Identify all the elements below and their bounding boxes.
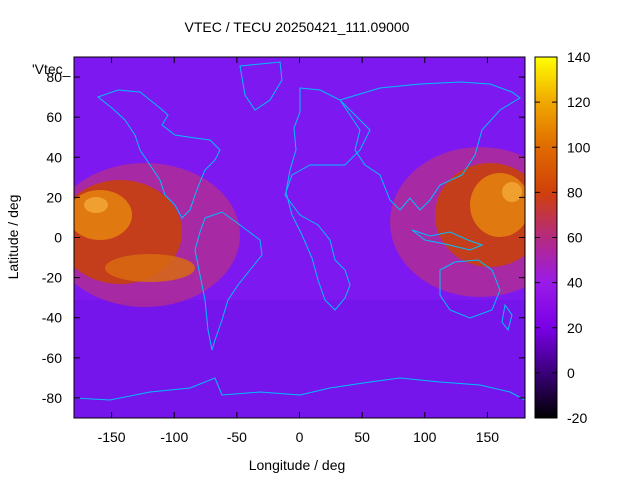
x-tick-label: 150 bbox=[476, 429, 500, 445]
legend-key-label: 'Vtec_ bbox=[32, 61, 71, 77]
coast-asia bbox=[339, 81, 521, 211]
colorbar-tick-label: 80 bbox=[567, 184, 583, 200]
colorbar-tick-label: 120 bbox=[567, 94, 591, 110]
y-tick-label: 60 bbox=[46, 109, 62, 125]
heatmap-southern-band bbox=[74, 300, 525, 418]
x-tick-label: -50 bbox=[227, 429, 247, 445]
colorbar-tick-label: 20 bbox=[567, 320, 583, 336]
coast-north-america bbox=[96, 89, 221, 219]
coast-south-america bbox=[194, 211, 263, 351]
y-tick-label: -80 bbox=[42, 390, 62, 406]
colorbar-tick-label: 60 bbox=[567, 230, 583, 246]
enhancement-wpacific-core bbox=[470, 173, 525, 237]
coast-antarctica bbox=[74, 377, 525, 401]
x-axis-label: Longitude / deg bbox=[249, 457, 346, 473]
y-tick-label: -20 bbox=[42, 270, 62, 286]
colorbar-axis: 140 120 100 80 60 40 20 0 -20 bbox=[535, 49, 591, 426]
x-axis: -150 -100 -50 0 50 100 150 bbox=[98, 57, 500, 445]
y-axis-label: Latitude / deg bbox=[5, 195, 21, 280]
coast-europe-africa bbox=[284, 87, 371, 311]
y-tick-label: -40 bbox=[42, 310, 62, 326]
coast-greenland bbox=[239, 61, 283, 111]
coast-australia bbox=[439, 259, 501, 319]
vtec-heatmap bbox=[74, 57, 525, 418]
coastlines bbox=[74, 61, 525, 401]
enhancement-wpacific-peak bbox=[502, 182, 522, 202]
y-tick-label: 80 bbox=[46, 69, 62, 85]
colorbar-tick-label: 0 bbox=[567, 365, 575, 381]
enhancement-pacific-peak bbox=[84, 197, 108, 213]
colorbar-tick-label: 140 bbox=[567, 49, 591, 65]
coast-indonesia bbox=[411, 229, 484, 251]
chart-title: VTEC / TECU 20250421_111.09000 bbox=[185, 19, 410, 35]
y-tick-label: -60 bbox=[42, 350, 62, 366]
x-tick-label: -150 bbox=[98, 429, 126, 445]
y-axis: 80 60 40 20 0 -20 -40 -60 -80 bbox=[42, 69, 525, 406]
colorbar-tick-label: 100 bbox=[567, 139, 591, 155]
y-tick-label: 40 bbox=[46, 149, 62, 165]
colorbar-tick-label: 40 bbox=[567, 275, 583, 291]
coast-new-zealand bbox=[501, 303, 513, 332]
colorbar-tick-label: -20 bbox=[567, 410, 587, 426]
x-tick-label: 100 bbox=[413, 429, 437, 445]
enhancement-pacific-south bbox=[105, 254, 195, 282]
x-tick-label: 50 bbox=[354, 429, 370, 445]
y-tick-label: 20 bbox=[46, 189, 62, 205]
x-tick-label: -100 bbox=[160, 429, 188, 445]
x-tick-label: 0 bbox=[296, 429, 304, 445]
y-tick-label: 0 bbox=[54, 230, 62, 246]
